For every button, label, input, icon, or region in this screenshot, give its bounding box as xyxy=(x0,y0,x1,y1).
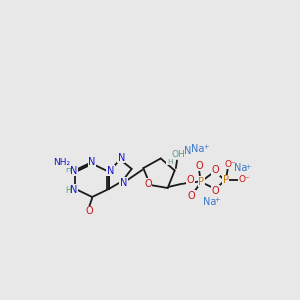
Text: Na: Na xyxy=(191,144,205,154)
Text: NH₂: NH₂ xyxy=(53,158,70,167)
Text: H: H xyxy=(167,159,172,165)
Text: OH: OH xyxy=(172,149,185,158)
Text: N: N xyxy=(107,166,114,176)
Text: H: H xyxy=(65,186,71,195)
Text: +: + xyxy=(214,197,220,203)
Text: +: + xyxy=(203,144,208,150)
Text: O⁻: O⁻ xyxy=(238,175,250,184)
Text: Na: Na xyxy=(184,146,198,156)
Text: O: O xyxy=(144,179,152,189)
Text: N: N xyxy=(70,166,77,176)
Text: +: + xyxy=(245,164,251,169)
Text: Na: Na xyxy=(234,163,247,173)
Text: P: P xyxy=(198,176,204,187)
Text: N: N xyxy=(88,157,96,167)
Text: N: N xyxy=(118,153,125,163)
Text: O⁻: O⁻ xyxy=(225,160,236,169)
Text: P: P xyxy=(223,176,229,185)
Text: N: N xyxy=(70,185,77,195)
Text: O: O xyxy=(212,186,219,196)
Text: O: O xyxy=(212,165,219,175)
Text: O: O xyxy=(187,176,194,185)
Text: O: O xyxy=(188,191,195,201)
Text: Na: Na xyxy=(203,197,216,207)
Text: O: O xyxy=(85,206,93,216)
Text: N: N xyxy=(120,178,127,188)
Text: H: H xyxy=(65,165,71,174)
Text: O: O xyxy=(195,161,203,171)
